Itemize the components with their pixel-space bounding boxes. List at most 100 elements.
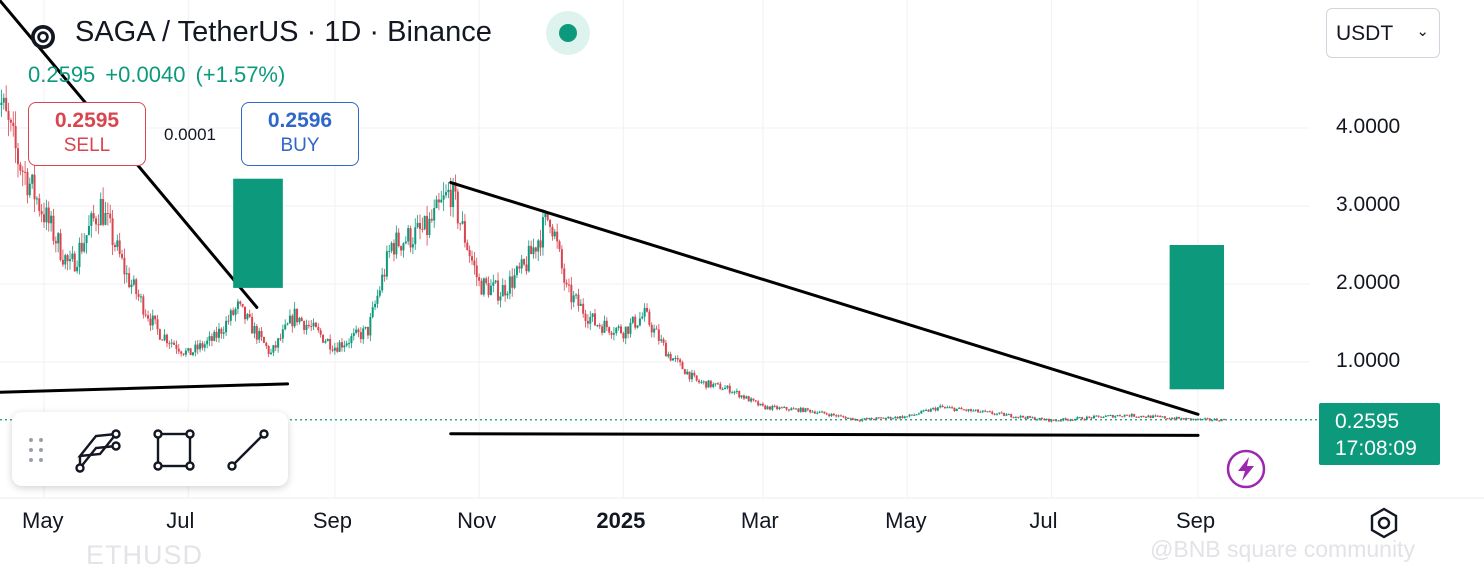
candle-body [1031, 417, 1034, 419]
spread-value: 0.0001 [164, 125, 216, 144]
candle-body [681, 362, 684, 370]
sell-button[interactable]: 0.2595 SELL [28, 102, 146, 166]
candle-body [87, 225, 90, 236]
drag-grip-icon[interactable] [26, 436, 46, 464]
candle-body [776, 406, 779, 409]
candle-body [804, 408, 807, 412]
candle-body [14, 126, 17, 149]
candle-body [667, 354, 670, 357]
candle-body [1107, 415, 1110, 417]
candle-body [700, 381, 703, 383]
candle-body [16, 148, 19, 165]
candle-body [340, 342, 343, 348]
settings-icon[interactable] [1367, 506, 1401, 540]
candle-body [66, 255, 69, 262]
candle-body [296, 308, 299, 323]
candle-body [125, 273, 128, 275]
candle-body [463, 221, 466, 243]
lightning-icon[interactable] [1225, 448, 1267, 490]
candle-body [695, 375, 698, 381]
candle-body [520, 259, 523, 269]
candle-body [525, 264, 528, 272]
buy-label: BUY [280, 135, 320, 156]
candle-body [461, 221, 464, 224]
candle-body [270, 352, 273, 354]
currency-select[interactable]: USDT ⌄ [1326, 8, 1440, 58]
sell-price: 0.2595 [54, 109, 120, 132]
candle-body [1201, 418, 1204, 420]
candle-body [995, 413, 998, 415]
candle-body [487, 283, 490, 296]
candle-body [1052, 419, 1055, 421]
candle-body [688, 371, 691, 380]
x-tick-label: Nov [457, 508, 497, 533]
candle-body [575, 294, 578, 296]
candle-body [960, 407, 963, 410]
parallel-channel-icon[interactable] [74, 426, 122, 474]
candle-body [90, 213, 93, 226]
candle-body [731, 392, 734, 394]
candle-body [440, 199, 443, 203]
candle-body [1170, 418, 1173, 420]
ghost-symbol-text: ETHUSD [86, 540, 204, 570]
candle-body [508, 276, 511, 294]
buy-button[interactable]: 0.2596 BUY [241, 102, 359, 166]
candle-body [1187, 418, 1190, 420]
candle-body [532, 247, 535, 255]
candle-body [953, 407, 956, 411]
candle-body [544, 213, 547, 218]
candle-body [705, 381, 708, 388]
candle-body [459, 223, 462, 225]
candle-body [1005, 414, 1008, 416]
candle-body [716, 383, 719, 385]
candle-body [1180, 418, 1183, 420]
candle-body [612, 333, 615, 335]
candle-body [1090, 417, 1093, 419]
candle-body [967, 409, 970, 411]
candle-body [322, 334, 325, 343]
candle-body [605, 320, 608, 328]
candle-body [1135, 416, 1138, 418]
candle-body [385, 251, 388, 277]
candle-body [468, 249, 471, 257]
candle-body [653, 328, 656, 333]
symbol-title[interactable]: SAGA / TetherUS · 1D · Binance [75, 16, 492, 48]
candle-body [471, 256, 474, 261]
candle-body [404, 241, 407, 244]
candle-body [1126, 414, 1129, 416]
candle-body [1149, 415, 1152, 418]
candle-body [726, 385, 729, 388]
candle-body [932, 408, 935, 410]
target-box [233, 178, 283, 288]
candle-body [1223, 419, 1226, 421]
candle-body [260, 330, 263, 337]
candle-body [158, 329, 161, 340]
candle-body [1144, 416, 1147, 418]
candle-body [478, 277, 481, 281]
trend-line-tool-icon[interactable] [224, 426, 272, 474]
candle-body [965, 409, 968, 411]
candle-body [418, 222, 421, 229]
candle-body [553, 231, 556, 237]
candle-body [558, 241, 561, 250]
candle-body [76, 266, 79, 272]
candle-body [253, 326, 256, 334]
candle-body [693, 372, 696, 376]
candle-body [442, 195, 445, 200]
candle-body [1048, 418, 1051, 422]
candle-body [620, 326, 622, 334]
candle-body [165, 334, 168, 344]
candle-body [314, 322, 317, 328]
candle-body [388, 250, 391, 252]
candle-body [1024, 417, 1027, 419]
candle-body [565, 282, 568, 285]
candle-body [1062, 418, 1065, 421]
candle-body [579, 303, 582, 306]
rectangle-tool-icon[interactable] [150, 426, 198, 474]
candle-body [686, 371, 689, 375]
candle-body [998, 412, 1001, 414]
candle-body [891, 418, 894, 420]
candle-body [161, 339, 164, 341]
candle-body [870, 417, 873, 420]
